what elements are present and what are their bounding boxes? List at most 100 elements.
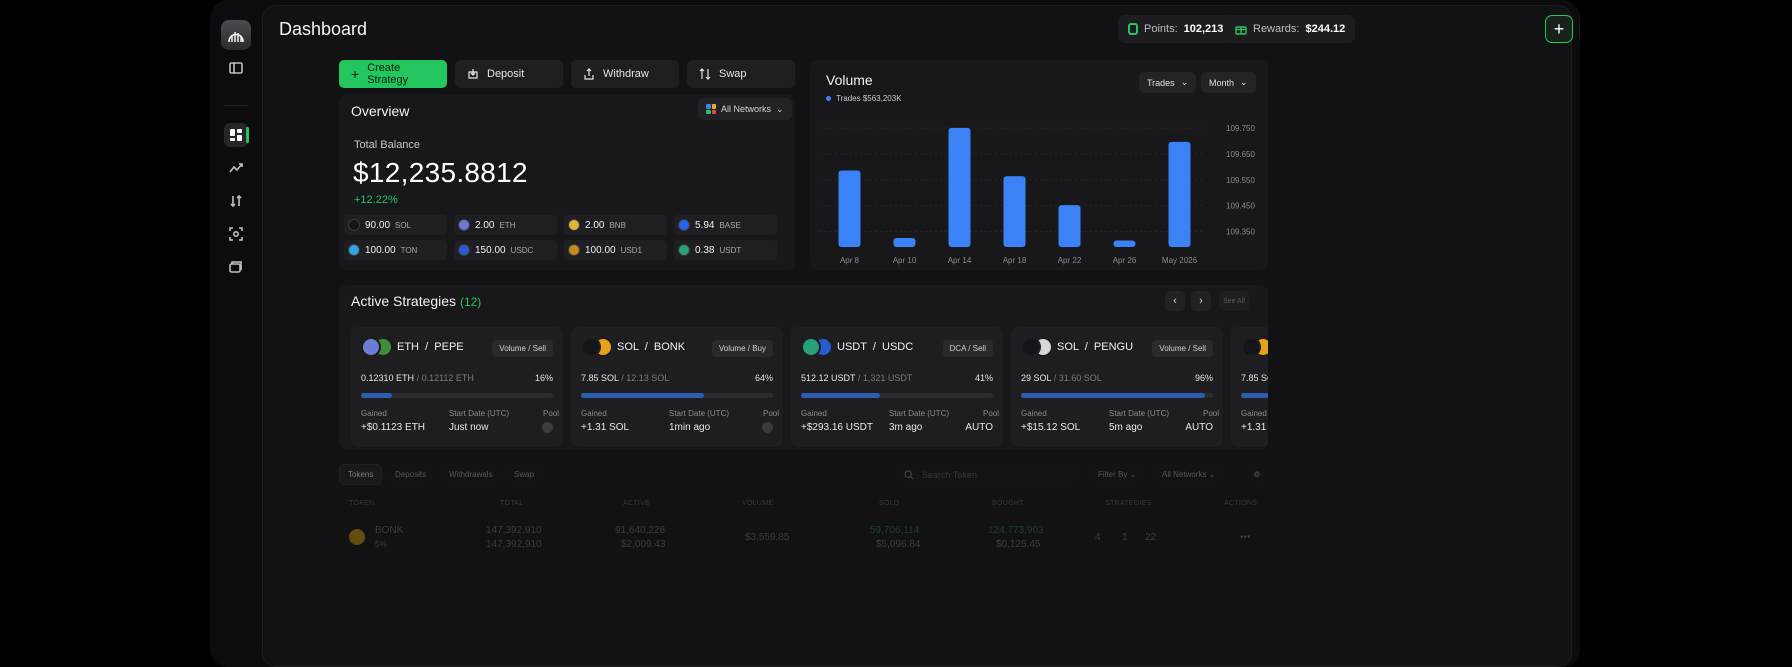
token-chip[interactable]: 2.00 BNB xyxy=(564,215,667,235)
strategy-card[interactable]: SOL / PENGU Volume / Sell 29 SOL / 31.60 S… xyxy=(1011,327,1223,447)
col-bought[interactable]: BOUGHT xyxy=(992,500,1024,507)
row-actions-button[interactable]: ••• xyxy=(1240,532,1251,543)
strategy-pair: SOL / BONK xyxy=(617,341,686,353)
search-token-input[interactable]: Search Token xyxy=(896,464,1082,485)
settings-icon[interactable]: ⚙ xyxy=(1247,464,1267,485)
volume-bar[interactable] xyxy=(1058,205,1081,247)
token-chip[interactable]: 90.00 SOL xyxy=(344,215,447,235)
volume-bar[interactable] xyxy=(948,127,971,247)
tab-withdrawals[interactable]: Withdrawals xyxy=(441,464,501,485)
pair-base: USDT xyxy=(837,341,867,353)
pair-quote: USDC xyxy=(882,341,914,353)
row-total: 147,392,910 xyxy=(486,525,542,536)
col-strategies[interactable]: STRATEGIES xyxy=(1105,500,1152,507)
pool-label: Pool xyxy=(982,409,999,418)
y-tick-label: 109.650 xyxy=(1226,150,1255,159)
volume-bar[interactable] xyxy=(1003,176,1026,247)
y-tick-label: 109.350 xyxy=(1226,228,1255,237)
month-dropdown[interactable]: Month ⌄ xyxy=(1201,72,1256,93)
next-button[interactable]: › xyxy=(1191,291,1211,311)
strategy-progress xyxy=(361,393,553,398)
token-chip[interactable]: 2.00 ETH xyxy=(454,215,557,235)
row-strategies-b: 1 xyxy=(1122,532,1128,543)
token-symbol: ETH xyxy=(499,220,516,230)
add-button[interactable]: + xyxy=(1545,15,1573,43)
gained-label: Gained xyxy=(1021,409,1047,418)
balance-change: +12.22% xyxy=(354,194,398,206)
col-active[interactable]: ACTIVE xyxy=(623,500,651,507)
amount-total: / 31.60 SOL xyxy=(1053,373,1102,383)
strategy-card[interactable]: USDT / USDC DCA / Sell 512.12 USDT / 1,321… xyxy=(791,327,1003,447)
create-strategy-button[interactable]: + Create Strategy xyxy=(339,60,447,88)
col-token[interactable]: TOKEN xyxy=(349,500,375,507)
token-symbol: USDC xyxy=(510,245,534,255)
volume-bar[interactable] xyxy=(893,237,916,247)
logo-icon xyxy=(228,32,244,43)
strategy-type-badge: DCA / Sell xyxy=(942,340,993,357)
network-select[interactable]: All Networks ⌄ xyxy=(698,98,792,120)
rewards-label: Rewards: xyxy=(1253,23,1300,35)
wallet-icon[interactable] xyxy=(224,255,248,279)
pair-base: SOL xyxy=(1057,341,1079,353)
gained-label: Gained xyxy=(1241,409,1267,418)
strategy-card[interactable]: ETH / PEPE Volume / Sell 0.12310 ETH / 0.1… xyxy=(351,327,563,447)
start-date-value: 3m ago xyxy=(889,422,923,433)
strategy-amount: 7.85 SOL / 12.13 SOL xyxy=(581,373,669,383)
rewards-pill[interactable]: Rewards: $244.12 xyxy=(1225,15,1356,43)
strategy-progress-fill xyxy=(1021,393,1206,398)
points-pill[interactable]: Points: 102,213 xyxy=(1118,15,1234,43)
start-date-label: Start Date (UTC) xyxy=(1109,409,1170,418)
amount-total: / 12.13 SOL xyxy=(621,373,670,383)
volume-bar[interactable] xyxy=(838,170,861,247)
scan-icon[interactable] xyxy=(224,222,248,246)
token-chip[interactable]: 150.00 USDC xyxy=(454,240,557,260)
base-coin-icon xyxy=(581,337,601,357)
col-total[interactable]: TOTAL xyxy=(500,500,524,507)
prev-button[interactable]: ‹ xyxy=(1165,291,1185,311)
token-chip[interactable]: 0.38 USDT xyxy=(674,240,777,260)
dashboard-icon[interactable] xyxy=(224,123,248,147)
volume-bar[interactable] xyxy=(1168,141,1191,247)
token-symbol: USDT xyxy=(719,245,742,255)
search-placeholder: Search Token xyxy=(922,469,977,480)
notifications-button[interactable] xyxy=(1579,15,1580,43)
strategy-pair: USDT / USDC xyxy=(837,341,914,353)
strategy-type-badge: Volume / Sell xyxy=(1152,340,1213,357)
col-sold[interactable]: SOLD xyxy=(879,500,900,507)
volume-bar[interactable] xyxy=(1113,240,1136,247)
strategy-progress-fill xyxy=(801,393,880,398)
col-volume[interactable]: VOLUME xyxy=(742,500,774,507)
analytics-icon[interactable] xyxy=(224,156,248,180)
tab-deposits[interactable]: Deposits xyxy=(387,464,435,485)
strategy-card[interactable]: SOL / BONK Volume / Buy 7.85 SOL / 12.13 S… xyxy=(571,327,783,447)
total-balance-label: Total Balance xyxy=(354,139,421,151)
app-logo[interactable] xyxy=(221,20,251,50)
swap-arrows-icon[interactable] xyxy=(224,189,248,213)
pair-icons xyxy=(361,337,395,357)
sidebar-toggle-icon[interactable] xyxy=(224,56,248,80)
filter-dropdown[interactable]: Filter By ⌄ xyxy=(1090,464,1145,485)
swap-button[interactable]: Swap xyxy=(687,60,795,88)
token-symbol: BASE xyxy=(719,220,741,230)
trades-dropdown[interactable]: Trades ⌄ xyxy=(1139,72,1197,93)
tab-swap[interactable]: Swap xyxy=(506,464,543,485)
see-all-button[interactable]: See All xyxy=(1219,291,1249,311)
deposit-label: Deposit xyxy=(487,68,525,80)
token-chip[interactable]: 100.00 TON xyxy=(344,240,447,260)
token-symbol: USD1 xyxy=(620,245,642,255)
tab-tokens[interactable]: Tokens xyxy=(339,464,383,485)
amount-value: 29 SOL xyxy=(1021,373,1052,383)
start-date-value: 1min ago xyxy=(669,422,711,433)
table-network-select[interactable]: All Networks ⌄ xyxy=(1154,464,1224,485)
app-frame: Dashboard Points: 102,213 Rewards: $244.… xyxy=(210,0,1580,667)
token-chip[interactable]: 5.94 BASE xyxy=(674,215,777,235)
amount-value: 7.85 SO xyxy=(1241,373,1268,383)
withdraw-button[interactable]: Withdraw xyxy=(571,60,679,88)
token-chip[interactable]: 100.00 USD1 xyxy=(564,240,667,260)
gained-label: Gained xyxy=(801,409,827,418)
token-amount: 90.00 xyxy=(365,219,391,231)
token-amount: 2.00 xyxy=(475,219,495,231)
network-select-label: All Networks xyxy=(721,104,772,114)
deposit-button[interactable]: Deposit xyxy=(455,60,563,88)
